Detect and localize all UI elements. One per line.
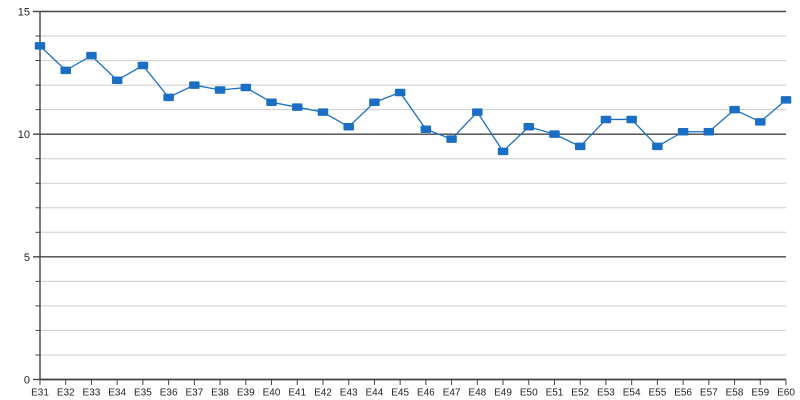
x-axis-tick-label: E38 xyxy=(211,388,229,399)
data-point-marker xyxy=(34,42,46,50)
x-axis-tick-label: E37 xyxy=(185,388,203,399)
data-point-marker xyxy=(523,123,535,131)
x-axis-tick-label: E47 xyxy=(443,388,461,399)
data-point-marker xyxy=(420,125,432,134)
data-point-marker xyxy=(317,108,329,116)
x-axis-tick-label: E56 xyxy=(674,388,692,399)
x-axis-tick-label: E35 xyxy=(134,388,152,399)
x-axis-tick-label: E55 xyxy=(648,388,666,399)
x-axis-tick-label: E50 xyxy=(520,388,538,399)
x-axis-tick-label: E48 xyxy=(468,388,486,399)
data-point-marker xyxy=(266,98,277,107)
data-point-marker xyxy=(755,118,766,126)
x-axis-tick-label: E51 xyxy=(546,388,564,399)
y-axis-tick-label: 15 xyxy=(18,7,30,19)
data-point-marker xyxy=(446,135,457,143)
data-point-marker xyxy=(703,127,715,136)
data-point-marker xyxy=(343,123,354,131)
x-axis-tick-label: E54 xyxy=(623,388,641,399)
data-point-marker xyxy=(369,98,380,107)
data-point-marker xyxy=(472,108,483,116)
y-axis-tick-label: 5 xyxy=(24,252,30,264)
x-axis-tick-label: E57 xyxy=(700,388,718,399)
data-point-marker xyxy=(189,81,200,89)
x-axis-tick-label: E36 xyxy=(160,388,178,399)
y-axis-tick-label: 10 xyxy=(18,129,30,141)
x-axis-tick-label: E32 xyxy=(57,388,75,399)
x-axis-tick-label: E49 xyxy=(494,388,512,399)
x-axis-tick-label: E41 xyxy=(288,388,306,399)
x-axis-tick-label: E44 xyxy=(366,388,384,399)
x-axis-tick-label: E60 xyxy=(777,388,795,399)
data-point-marker xyxy=(394,88,406,97)
data-point-marker xyxy=(240,83,252,92)
data-point-marker xyxy=(214,86,226,94)
data-point-marker xyxy=(780,96,792,104)
x-axis-tick-label: E45 xyxy=(391,388,409,399)
data-point-marker xyxy=(626,115,637,124)
x-axis-tick-label: E58 xyxy=(726,388,744,399)
x-axis-tick-label: E39 xyxy=(237,388,255,399)
data-point-marker xyxy=(729,105,740,114)
data-point-marker xyxy=(163,93,174,102)
data-point-marker xyxy=(86,51,97,60)
data-point-marker xyxy=(497,147,509,156)
data-point-marker xyxy=(677,127,689,136)
data-point-marker xyxy=(600,115,612,124)
data-point-marker xyxy=(652,142,663,151)
data-point-marker xyxy=(60,66,71,75)
x-axis-tick-label: E43 xyxy=(340,388,358,399)
x-axis-tick-label: E53 xyxy=(597,388,615,399)
x-axis-tick-label: E46 xyxy=(417,388,435,399)
data-point-marker xyxy=(137,61,149,70)
x-axis-tick-label: E33 xyxy=(83,388,101,399)
data-point-marker xyxy=(291,103,303,111)
data-point-marker xyxy=(549,130,560,138)
x-axis-tick-label: E42 xyxy=(314,388,332,399)
data-point-marker xyxy=(111,76,123,84)
x-axis-tick-label: E31 xyxy=(31,388,49,399)
x-axis-tick-label: E34 xyxy=(108,388,126,399)
x-axis-tick-label: E52 xyxy=(571,388,589,399)
series-line xyxy=(39,45,787,153)
x-axis-tick-label: E40 xyxy=(263,388,281,399)
y-axis-tick-label: 0 xyxy=(24,375,30,387)
x-axis-tick-label: E59 xyxy=(751,388,769,399)
data-point-marker xyxy=(574,142,586,151)
